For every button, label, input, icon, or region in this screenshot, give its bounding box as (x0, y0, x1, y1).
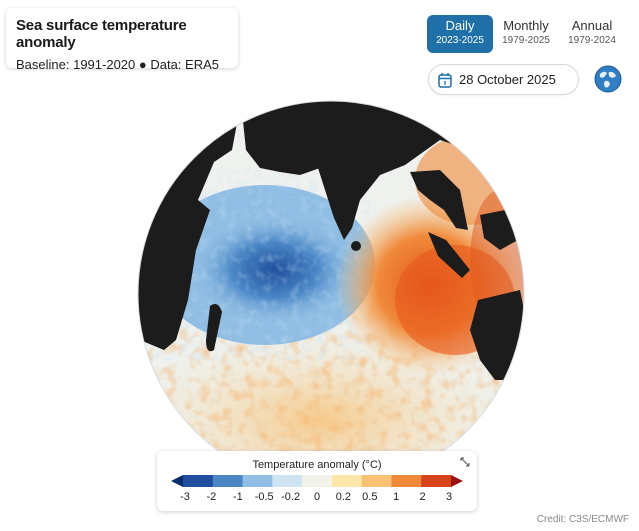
legend-swatch (242, 475, 273, 487)
legend-tick-label: -1 (232, 491, 243, 503)
legend-tick-label: 3 (445, 491, 453, 503)
legend-tick-label: 0 (313, 491, 321, 503)
legend-tick-label: -3 (180, 491, 190, 503)
title-card: Sea surface temperature anomaly Baseline… (6, 8, 238, 72)
tab-annual-range: 1979-2024 (568, 35, 616, 46)
tab-daily-label: Daily (445, 18, 475, 33)
tab-monthly-range: 1979-2025 (502, 35, 550, 46)
legend-tick-label: 0.5 (362, 491, 378, 503)
legend-tick-label: -2 (206, 491, 217, 503)
tab-annual-label: Annual (571, 18, 613, 33)
land-masses (138, 101, 524, 487)
tab-daily-range: 2023-2025 (436, 35, 484, 46)
legend-color-bar (171, 475, 463, 487)
legend-swatch (361, 475, 392, 487)
globe-icon[interactable] (593, 64, 623, 94)
tab-monthly[interactable]: Monthly 1979-2025 (493, 15, 559, 53)
calendar-icon (438, 72, 452, 88)
tab-daily[interactable]: Daily 2023-2025 (427, 15, 493, 53)
legend-tick-label: 0.2 (335, 491, 352, 503)
time-scale-tabs: Daily 2023-2025 Monthly 1979-2025 Annual… (427, 15, 625, 53)
color-legend: Temperature anomaly (°C) -3 -2 -1 -0.5 -0.2 0… (157, 451, 477, 511)
legend-arrow-right (451, 475, 463, 487)
legend-swatch (302, 475, 333, 487)
date-picker[interactable]: 28 October 2025 (428, 64, 579, 95)
legend-tick-label: 2 (419, 491, 426, 503)
legend-swatch (272, 475, 303, 487)
tab-annual[interactable]: Annual 1979-2024 (559, 15, 625, 53)
legend-swatch (183, 475, 214, 487)
legend-title: Temperature anomaly (°C) (252, 459, 382, 471)
tab-monthly-label: Monthly (503, 18, 549, 33)
legend-tick-label: -0.2 (281, 491, 301, 503)
legend-swatch (212, 475, 244, 487)
ocean-layer (138, 101, 524, 487)
legend-ticks: -3 -2 -1 -0.5 -0.2 0 0.2 0.5 1 2 3 (157, 491, 477, 505)
legend-arrow-left (171, 475, 183, 487)
legend-tick-label: -0.5 (254, 491, 274, 503)
expand-icon[interactable] (459, 456, 471, 468)
legend-swatch (391, 475, 422, 487)
page-subtitle: Baseline: 1991-2020 ● Data: ERA5 (16, 57, 219, 72)
page-title: Sea surface temperature anomaly (16, 17, 187, 51)
legend-tick-label: 1 (393, 491, 400, 503)
legend-swatch (421, 475, 452, 487)
selected-date: 28 October 2025 (459, 72, 556, 87)
credit-text: Credit: C3S/ECMWF (536, 514, 629, 525)
legend-swatch (331, 475, 363, 487)
